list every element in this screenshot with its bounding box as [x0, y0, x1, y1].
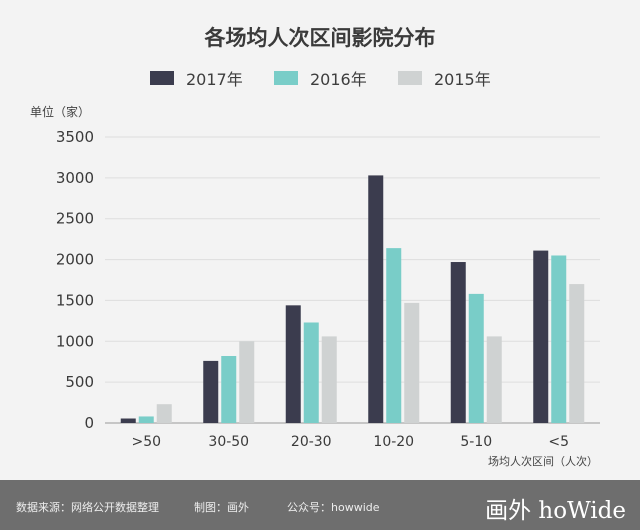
bar-2017年-20-30 — [285, 305, 301, 423]
x-tick-label: 30-50 — [208, 434, 249, 450]
footer-source: 数据来源：网络公开数据整理 — [16, 501, 159, 514]
x-tick-label: 20-30 — [291, 434, 332, 450]
bar-2015年-10-20 — [404, 302, 420, 423]
bar-2017年-30-50 — [203, 360, 219, 423]
x-axis-label: 场均人次区间（人次） — [488, 454, 598, 468]
y-axis-unit-label: 单位（家） — [30, 105, 91, 119]
footer: 数据来源：网络公开数据整理 制图：画外 公众号：howwide 画外 hoWid… — [0, 480, 640, 530]
legend-item-2017: 2017年 — [150, 66, 243, 90]
bar-2016年-5-10 — [468, 293, 484, 423]
bar-2015年-30-50 — [239, 341, 255, 423]
bar-2016年-20-30 — [303, 322, 319, 423]
legend-label-2016: 2016年 — [310, 70, 367, 89]
y-tick-label: 3000 — [56, 169, 94, 187]
x-tick-label: <5 — [548, 434, 569, 450]
legend-item-2016: 2016年 — [274, 66, 367, 90]
legend-swatch-2016 — [274, 71, 298, 85]
y-tick-label: 0 — [84, 414, 94, 432]
bar-2015年-20-30 — [321, 336, 337, 423]
bar-2016年-<5 — [551, 255, 567, 423]
bar-2016年->50 — [138, 416, 154, 423]
bar-2017年->50 — [120, 418, 136, 423]
bar-2017年-<5 — [533, 250, 549, 423]
x-tick-label: >50 — [131, 434, 161, 450]
x-tick-label: 10-20 — [373, 434, 414, 450]
footer-made-by: 制图：画外 — [194, 501, 249, 514]
x-tick-label: 5-10 — [460, 434, 492, 450]
legend-label-2015: 2015年 — [434, 70, 491, 89]
y-tick-label: 1500 — [56, 291, 94, 309]
bar-2017年-5-10 — [450, 262, 466, 423]
y-tick-label: 2000 — [56, 251, 94, 269]
y-tick-label: 2500 — [56, 210, 94, 228]
legend: 2017年 2016年 2015年 — [0, 66, 640, 90]
chart-title: 各场均人次区间影院分布 — [204, 26, 436, 50]
y-tick-label: 500 — [65, 373, 94, 391]
bar-2017年-10-20 — [368, 175, 384, 423]
bar-2015年-<5 — [569, 284, 585, 423]
footer-logo: 画外 hoWide — [485, 498, 626, 524]
bar-2015年-5-10 — [486, 336, 502, 423]
legend-swatch-2017 — [150, 71, 174, 85]
legend-item-2015: 2015年 — [398, 66, 491, 90]
bar-2016年-30-50 — [221, 355, 237, 423]
bar-chart: 0 500 1000 1500 2000 2500 3000 3500 >50 30-50 20-3… — [56, 128, 600, 468]
bar-2015年->50 — [156, 404, 172, 423]
legend-label-2017: 2017年 — [186, 70, 243, 89]
legend-swatch-2015 — [398, 71, 422, 85]
bar-2016年-10-20 — [386, 248, 402, 423]
y-tick-label: 1000 — [56, 332, 94, 350]
footer-account: 公众号：howwide — [287, 501, 380, 514]
y-tick-label: 3500 — [56, 128, 94, 146]
